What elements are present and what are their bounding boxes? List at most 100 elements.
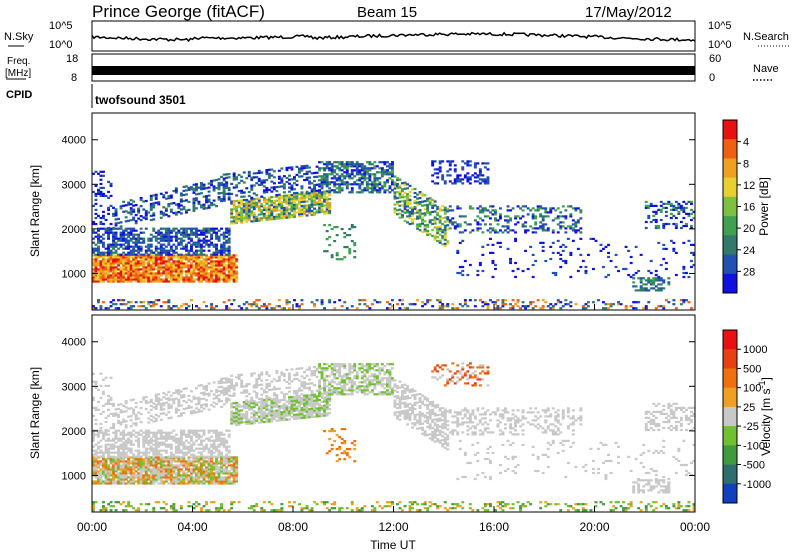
data-cell (154, 268, 158, 271)
data-cell (122, 441, 126, 444)
data-cell (157, 482, 161, 485)
data-cell (391, 299, 394, 302)
data-cell (285, 216, 289, 219)
data-cell (529, 245, 533, 248)
data-cell (353, 163, 357, 166)
data-cell (544, 223, 548, 226)
data-cell (132, 218, 136, 221)
data-cell (288, 182, 291, 185)
data-cell (325, 196, 329, 199)
data-cell (370, 189, 374, 192)
data-cell (529, 225, 533, 228)
data-cell (240, 215, 244, 218)
data-cell (217, 437, 221, 440)
data-cell (187, 268, 191, 271)
data-cell (117, 237, 121, 240)
data-cell (169, 196, 173, 199)
data-cell (355, 161, 359, 164)
data-cell (167, 195, 171, 198)
data-cell (476, 174, 480, 177)
data-cell (112, 424, 116, 428)
data-cell (637, 289, 641, 292)
data-cell (235, 474, 239, 477)
data-cell (129, 219, 133, 222)
data-cell (270, 190, 274, 193)
data-cell (252, 204, 256, 207)
data-cell (197, 433, 201, 436)
data-cell (164, 209, 168, 212)
data-cell (124, 455, 128, 458)
data-cell (318, 197, 322, 200)
data-cell (177, 455, 181, 458)
data-cell (127, 439, 131, 442)
data-cell (114, 280, 118, 283)
data-cell (94, 243, 98, 246)
data-cell (177, 268, 181, 271)
data-cell (222, 199, 226, 202)
data-cell (225, 280, 229, 283)
data-cell (127, 203, 131, 206)
data-cell (207, 478, 211, 481)
data-cell (353, 183, 357, 186)
data-cell (99, 396, 103, 399)
data-cell (509, 217, 513, 220)
data-cell (179, 480, 183, 483)
data-cell (237, 203, 241, 206)
data-cell (149, 404, 153, 407)
data-cell (117, 260, 121, 263)
data-cell (298, 169, 301, 172)
data-cell (647, 269, 651, 273)
data-cell (230, 220, 234, 223)
data-cell (144, 249, 148, 252)
data-cell (200, 274, 203, 277)
data-cell (438, 301, 442, 304)
data-cell (97, 239, 100, 242)
data-cell (481, 162, 485, 165)
data-cell (340, 187, 344, 190)
data-cell (190, 464, 193, 467)
data-cell (230, 270, 234, 273)
data-cell (169, 237, 173, 240)
data-cell (250, 198, 254, 201)
data-cell (169, 482, 173, 485)
data-cell (142, 466, 146, 469)
data-cell (468, 205, 472, 208)
data-cell (192, 203, 196, 206)
data-cell (159, 431, 163, 434)
data-cell (104, 251, 108, 254)
data-cell (200, 182, 203, 185)
data-cell (129, 237, 133, 240)
data-cell (192, 209, 196, 212)
data-cell (102, 227, 105, 230)
data-cell (222, 439, 226, 442)
data-cell (210, 204, 214, 207)
data-cell (154, 397, 158, 400)
data-cell (114, 214, 118, 217)
data-cell (220, 272, 224, 275)
data-cell (265, 169, 269, 172)
data-cell (386, 189, 389, 192)
data-cell (139, 268, 143, 271)
data-cell (107, 229, 111, 232)
data-cell (190, 472, 193, 475)
data-cell (634, 285, 638, 288)
data-cell (97, 280, 100, 283)
data-cell (265, 206, 269, 209)
data-cell (99, 462, 103, 465)
data-cell (139, 458, 143, 461)
data-cell (157, 253, 161, 256)
data-cell (564, 259, 568, 263)
data-cell (260, 211, 264, 214)
data-cell (104, 462, 108, 465)
data-cell (664, 214, 668, 217)
data-cell (99, 216, 103, 220)
data-cell (169, 208, 173, 211)
data-cell (179, 278, 183, 281)
data-cell (644, 279, 648, 282)
data-cell (298, 167, 301, 170)
data-cell (237, 211, 241, 214)
data-cell (453, 307, 457, 310)
data-cell (682, 299, 686, 302)
data-cell (587, 253, 590, 256)
